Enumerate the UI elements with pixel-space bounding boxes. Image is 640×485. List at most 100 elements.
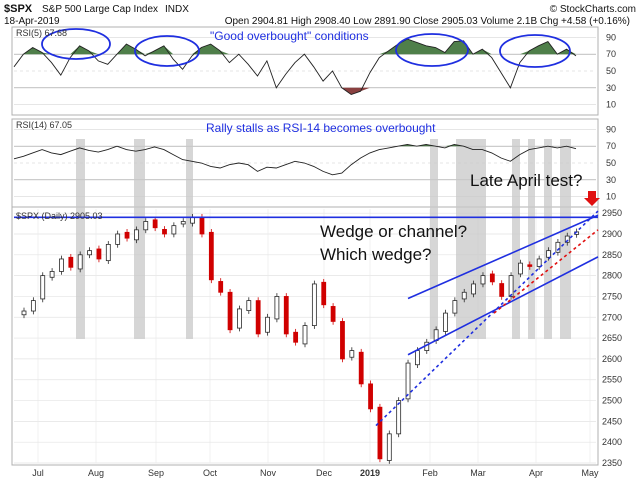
candle-body [302, 325, 308, 345]
x-tick-label: Nov [260, 468, 277, 478]
x-tick-label: Oct [203, 468, 218, 478]
late-april-annotation: Late April test? [470, 171, 582, 190]
candle-body [30, 300, 36, 312]
candle-body [171, 225, 177, 235]
x-tick-label: Jul [32, 468, 44, 478]
candle-body [162, 229, 167, 235]
highlight-bar [528, 139, 535, 339]
candle-body [368, 383, 373, 410]
overbought-ellipse [41, 28, 111, 60]
candle-body [321, 281, 327, 306]
candle-body [77, 254, 83, 270]
rsi14-series [13, 144, 577, 176]
candle-body [190, 216, 196, 224]
dashed-red-trendline [493, 229, 599, 314]
y-tick-label: 2600 [602, 354, 622, 364]
highlight-bar [186, 139, 193, 339]
channel-upper-line [407, 214, 599, 300]
price-panel-label: $SPX (Daily) 2905.03 [16, 211, 103, 221]
candle-body [499, 283, 505, 297]
highlight-bar [134, 139, 145, 339]
x-tick-label: 2019 [360, 468, 380, 478]
candle-body [208, 231, 214, 281]
price-candles [21, 213, 580, 464]
rsi14-annotation: Rally stalls as RSI-14 becomes overbough… [206, 121, 436, 135]
y-tick-label: 2950 [602, 208, 622, 218]
y-tick-label: 70 [606, 49, 616, 59]
candle-body [59, 258, 64, 272]
candle-body [218, 281, 224, 293]
y-tick-label: 30 [606, 175, 616, 185]
x-tick-label: May [581, 468, 599, 478]
channel-lower-line [407, 256, 599, 356]
highlight-bar [430, 139, 438, 339]
overbought-fill [14, 39, 576, 55]
y-tick-label: 2450 [602, 416, 622, 426]
y-tick-label: 2350 [602, 458, 622, 468]
candle-body [452, 300, 458, 314]
y-tick-label: 90 [606, 32, 616, 42]
candle-body [87, 250, 92, 256]
y-tick-label: 2550 [602, 375, 622, 385]
trend-lines [14, 210, 599, 427]
y-tick-label: 10 [606, 100, 616, 110]
chart-index-name: S&P 500 Large Cap Index [42, 4, 158, 15]
candle-body [443, 312, 448, 332]
candle-body [152, 219, 158, 229]
candle-body [293, 331, 299, 343]
chart-symbol: $SPX [4, 3, 33, 15]
candle-body [358, 351, 364, 385]
x-tick-label: Dec [316, 468, 333, 478]
candle-body [237, 308, 242, 329]
candle-body [405, 362, 411, 400]
candle-body [414, 350, 420, 366]
overbought-ellipse [395, 33, 469, 67]
candle-body [283, 296, 289, 335]
rsi-line [13, 144, 577, 176]
y-tick-label: 90 [606, 124, 616, 134]
y-tick-label: 2900 [602, 229, 622, 239]
chart-date: 18-Apr-2019 [4, 16, 60, 27]
candle-body [546, 250, 551, 258]
candle-body [340, 321, 345, 360]
y-tick-label: 2500 [602, 396, 622, 406]
candle-body [96, 248, 102, 260]
y-tick-label: 70 [606, 141, 616, 151]
y-tick-label: 10 [606, 192, 616, 202]
candle-body [518, 262, 523, 275]
candle-body [105, 243, 111, 262]
candle-body [255, 300, 261, 335]
highlight-bar [512, 139, 520, 339]
y-tick-label: 50 [606, 66, 616, 76]
chart-quote: Open 2904.81 High 2908.40 Low 2891.90 Cl… [225, 16, 630, 27]
rsi5-label: RSI(5) 67.68 [16, 28, 67, 38]
x-tick-label: Sep [148, 468, 164, 478]
y-tick-label: 2400 [602, 437, 622, 447]
candle-body [49, 271, 55, 278]
chart-credit: © StockCharts.com [550, 4, 636, 15]
rsi-line [13, 38, 577, 96]
candle-body [489, 273, 495, 283]
x-tick-label: Feb [422, 468, 438, 478]
candle-body [461, 291, 467, 300]
candle-body [133, 229, 139, 241]
wedge-annotation-line2: Which wedge? [320, 245, 432, 264]
y-axis-ticks: 10 30 50 70 90 10 30 50 70 90 2350 2400 2450 2500 2550… [602, 32, 622, 468]
highlight-bar [456, 139, 486, 339]
candle-body [396, 400, 402, 435]
candle-body [246, 300, 252, 312]
candle-body [40, 275, 46, 300]
x-axis-ticks: Jul Aug Sep Oct Nov Dec 2019 Feb Mar Apr May [32, 468, 599, 478]
overbought-ellipse [499, 34, 571, 68]
rsi5-series [13, 38, 577, 96]
highlight-bar [544, 139, 552, 339]
candle-body [377, 406, 383, 460]
candle-body [115, 233, 121, 245]
wedge-annotation-line1: Wedge or channel? [320, 222, 467, 241]
overbought-ellipses [41, 28, 571, 68]
y-tick-label: 30 [606, 83, 616, 93]
candle-body [471, 283, 477, 295]
candle-body [180, 221, 186, 225]
candle-body [330, 306, 336, 322]
